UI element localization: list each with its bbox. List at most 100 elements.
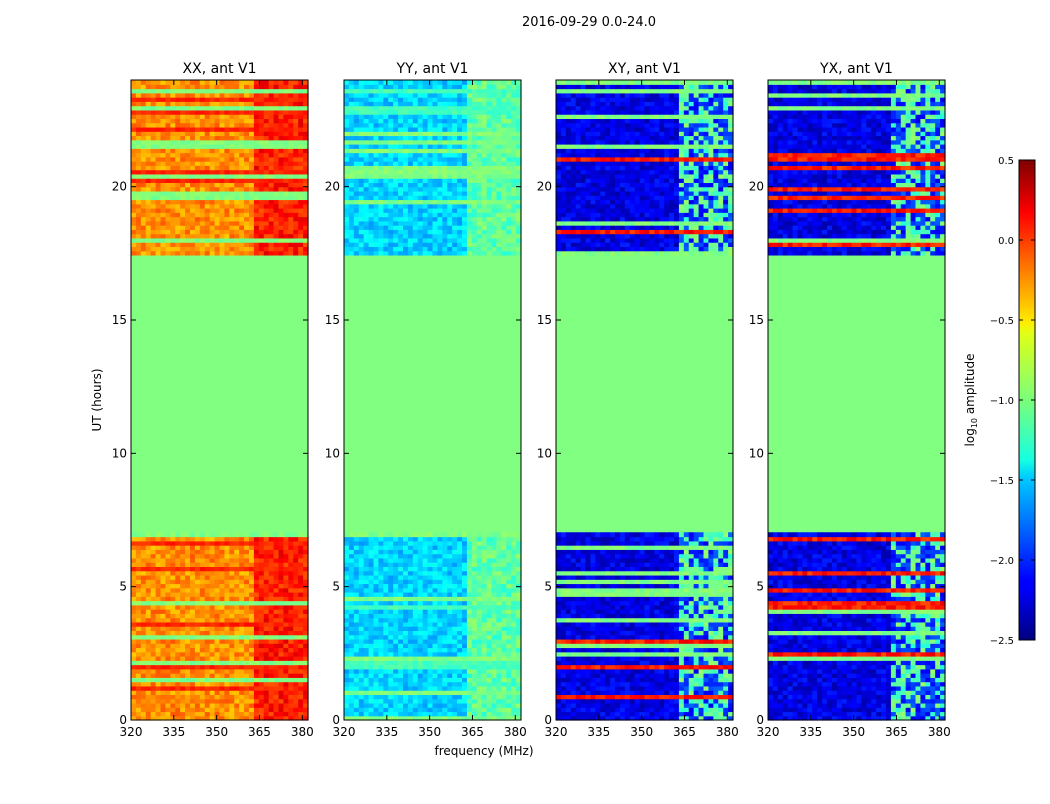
heatmap-cell xyxy=(264,656,270,661)
heatmap-cell xyxy=(234,571,240,576)
heatmap-cell xyxy=(283,246,289,251)
heatmap-cell xyxy=(398,605,404,610)
heatmap-cell xyxy=(364,605,370,610)
heatmap-cell xyxy=(259,596,265,601)
heatmap-cell xyxy=(344,229,350,234)
heatmap-cell xyxy=(462,242,468,247)
heatmap-cell xyxy=(175,665,181,670)
heatmap-cell xyxy=(298,703,304,708)
heatmap-cell xyxy=(220,135,226,140)
heatmap-cell xyxy=(215,148,221,153)
heatmap-cell xyxy=(359,652,365,657)
heatmap-cell xyxy=(279,140,285,145)
heatmap-cell xyxy=(254,558,260,563)
heatmap-cell xyxy=(185,707,191,712)
heatmap-cell xyxy=(141,673,147,678)
heatmap-cell xyxy=(249,242,255,247)
heatmap-cell xyxy=(234,652,240,657)
heatmap-cell xyxy=(136,562,142,567)
heatmap-cell xyxy=(274,699,280,704)
heatmap-cell xyxy=(180,630,186,635)
heatmap-cell xyxy=(205,204,211,209)
heatmap-cell xyxy=(496,562,502,567)
heatmap-cell xyxy=(180,89,186,94)
heatmap-cell xyxy=(175,101,181,106)
heatmap-cell xyxy=(165,229,171,234)
heatmap-cell xyxy=(269,140,275,145)
heatmap-cell xyxy=(190,182,196,187)
heatmap-cell xyxy=(185,234,191,239)
heatmap-cell xyxy=(378,673,384,678)
heatmap-cell xyxy=(437,626,443,631)
heatmap-cell xyxy=(274,626,280,631)
heatmap-cell xyxy=(403,541,409,546)
heatmap-cell xyxy=(359,596,365,601)
heatmap-cell xyxy=(215,622,221,627)
heatmap-cell xyxy=(462,630,468,635)
heatmap-cell xyxy=(190,537,196,542)
heatmap-cell xyxy=(220,605,226,610)
heatmap-cell xyxy=(423,583,429,588)
heatmap-cell xyxy=(354,711,360,716)
heatmap-cell xyxy=(511,647,517,652)
heatmap-cell xyxy=(359,575,365,580)
heatmap-cell xyxy=(283,613,289,618)
heatmap-cell xyxy=(369,656,375,661)
heatmap-cell xyxy=(165,613,171,618)
heatmap-cell xyxy=(393,217,399,222)
heatmap-cell xyxy=(437,677,443,682)
heatmap-cell xyxy=(229,588,235,593)
heatmap-cell xyxy=(224,191,230,196)
heatmap-cell xyxy=(210,234,216,239)
heatmap-cell xyxy=(195,660,201,665)
heatmap-cell xyxy=(452,242,458,247)
heatmap-cell xyxy=(244,191,250,196)
heatmap-cell xyxy=(472,682,478,687)
heatmap-cell xyxy=(249,566,255,571)
heatmap-cell xyxy=(165,571,171,576)
heatmap-cell xyxy=(205,699,211,704)
heatmap-cell xyxy=(229,153,235,158)
heatmap-cell xyxy=(349,221,355,226)
heatmap-cell xyxy=(165,242,171,247)
heatmap-cell xyxy=(477,562,483,567)
heatmap-cell xyxy=(175,686,181,691)
heatmap-cell xyxy=(200,673,206,678)
heatmap-cell xyxy=(180,242,186,247)
heatmap-cell xyxy=(298,549,304,554)
heatmap-cell xyxy=(269,605,275,610)
heatmap-cell xyxy=(457,707,463,712)
heatmap-cell xyxy=(482,558,488,563)
heatmap-cell xyxy=(482,601,488,606)
heatmap-cell xyxy=(215,118,221,123)
heatmap-cell xyxy=(487,234,493,239)
heatmap-cell xyxy=(354,613,360,618)
heatmap-cell xyxy=(442,558,448,563)
heatmap-cell xyxy=(442,699,448,704)
heatmap-cell xyxy=(462,549,468,554)
heatmap-cell xyxy=(136,545,142,550)
heatmap-cell xyxy=(131,558,137,563)
heatmap-cell xyxy=(383,549,389,554)
heatmap-cell xyxy=(234,221,240,226)
heatmap-cell xyxy=(249,131,255,136)
heatmap-cell xyxy=(264,537,270,542)
heatmap-cell xyxy=(136,182,142,187)
heatmap-cell xyxy=(293,711,299,716)
heatmap-cell xyxy=(388,554,394,559)
heatmap-cell xyxy=(364,601,370,606)
heatmap-cell xyxy=(428,592,434,597)
heatmap-cell xyxy=(293,174,299,179)
heatmap-cell xyxy=(215,626,221,631)
heatmap-cell xyxy=(259,208,265,213)
heatmap-cell xyxy=(229,212,235,217)
heatmap-cell xyxy=(349,643,355,648)
heatmap-cell xyxy=(279,238,285,243)
heatmap-cell xyxy=(215,601,221,606)
heatmap-cell xyxy=(151,711,157,716)
heatmap-cell xyxy=(279,221,285,226)
heatmap-cell xyxy=(234,127,240,132)
heatmap-cell xyxy=(224,140,230,145)
heatmap-cell xyxy=(224,89,230,94)
heatmap-cell xyxy=(418,707,424,712)
